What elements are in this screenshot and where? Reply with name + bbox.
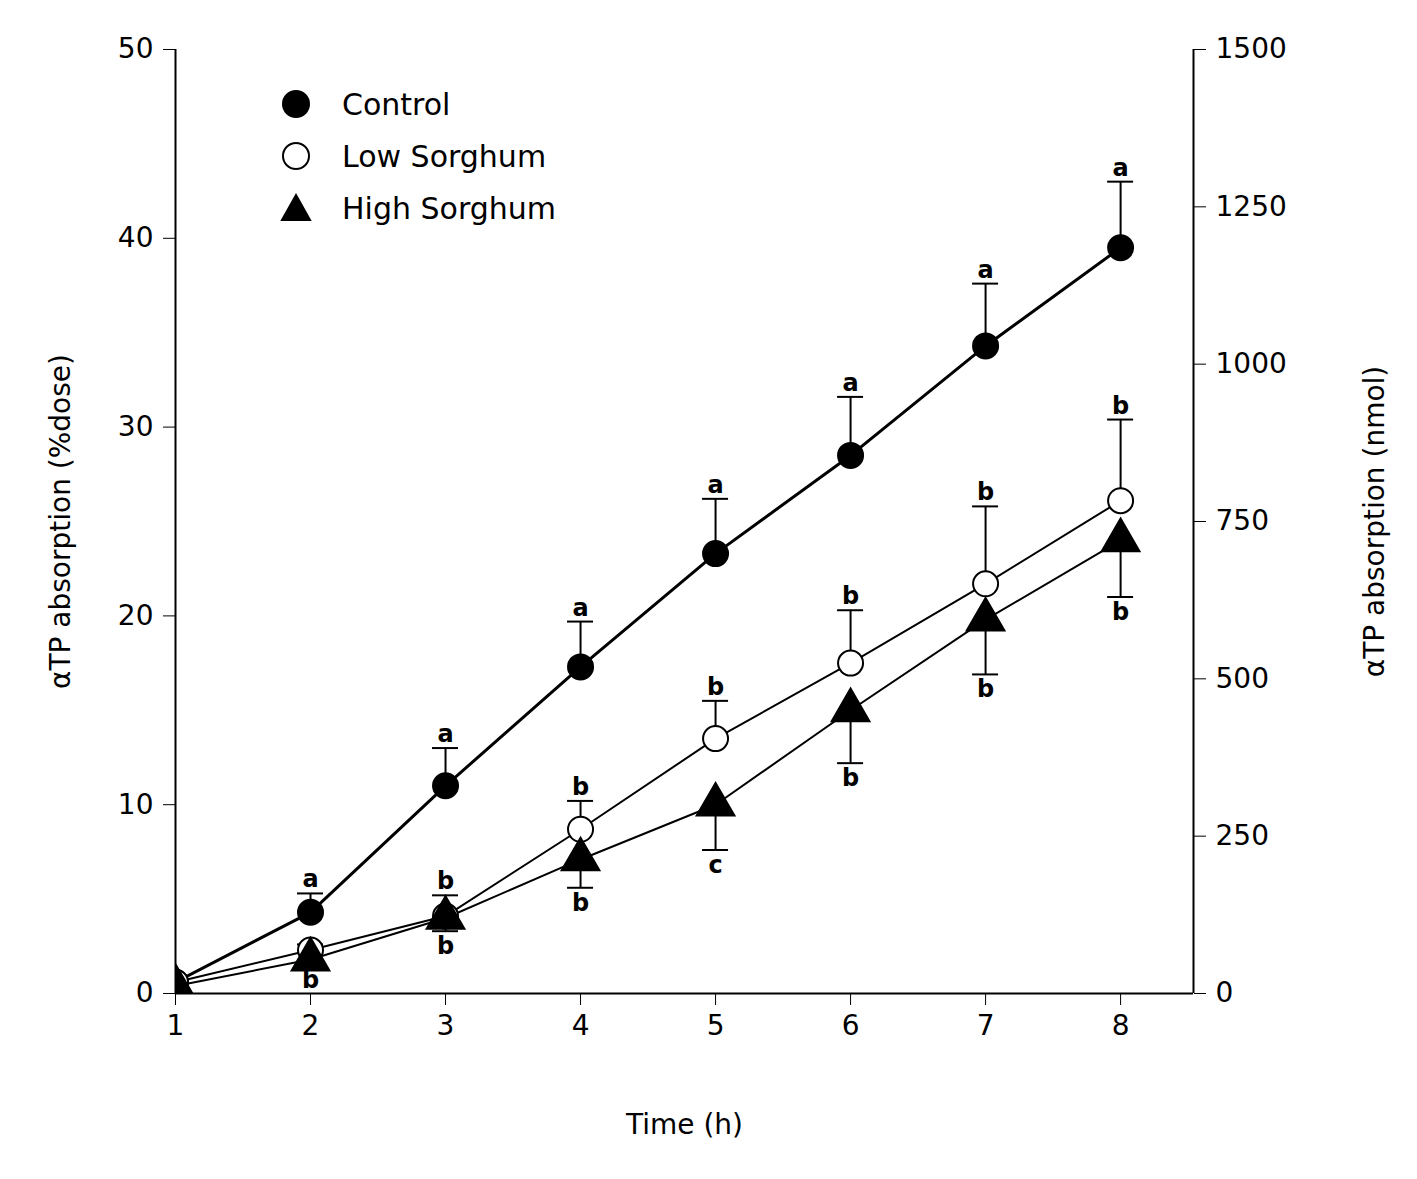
html-text:Control: Control: [342, 86, 451, 122]
svg-text:a: a: [977, 256, 993, 284]
svg-text:b: b: [572, 889, 589, 917]
svg-text:a: a: [842, 369, 858, 397]
svg-text:b: b: [302, 966, 319, 994]
svg-text:1500: 1500: [1216, 32, 1287, 65]
svg-text:αTP absorption (nmol): αTP absorption (nmol): [1358, 366, 1391, 678]
svg-text:a: a: [437, 720, 453, 748]
svg-text:b: b: [842, 582, 859, 610]
svg-text:0: 0: [136, 976, 154, 1009]
svg-text:7: 7: [977, 1009, 995, 1042]
svg-text:b: b: [1112, 598, 1129, 626]
svg-text:1250: 1250: [1216, 190, 1287, 223]
svg-text:b: b: [842, 764, 859, 792]
svg-text:b: b: [437, 867, 454, 895]
svg-text:40: 40: [118, 221, 154, 254]
svg-text:b: b: [977, 478, 994, 506]
svg-text:b: b: [437, 932, 454, 960]
svg-text:a: a: [707, 471, 723, 499]
svg-text:500: 500: [1216, 662, 1269, 695]
svg-text:a: a: [572, 594, 588, 622]
svg-text:1: 1: [167, 1009, 185, 1042]
svg-text:250: 250: [1216, 819, 1269, 852]
svg-text:3: 3: [437, 1009, 455, 1042]
svg-text:Time (h): Time (h): [625, 1108, 743, 1141]
svg-text:50: 50: [118, 32, 154, 65]
svg-text:5: 5: [707, 1009, 725, 1042]
html-text:Low Sorghum: Low Sorghum: [342, 138, 547, 174]
svg-text:b: b: [1112, 392, 1129, 420]
svg-text:1000: 1000: [1216, 347, 1287, 380]
svg-text:30: 30: [118, 410, 154, 443]
svg-text:10: 10: [118, 788, 154, 821]
svg-text:2: 2: [302, 1009, 320, 1042]
svg-text:b: b: [572, 773, 589, 801]
svg-text:a: a: [302, 865, 318, 893]
svg-text:c: c: [708, 851, 722, 879]
svg-text:b: b: [707, 673, 724, 701]
svg-text:a: a: [1112, 154, 1128, 182]
svg-text:8: 8: [1112, 1009, 1130, 1042]
svg-text:0: 0: [1216, 976, 1234, 1009]
svg-text:αTP absorption (%dose): αTP absorption (%dose): [44, 354, 77, 689]
svg-text:b: b: [977, 675, 994, 703]
svg-text:750: 750: [1216, 504, 1269, 537]
svg-text:6: 6: [842, 1009, 860, 1042]
html-text:High Sorghum: High Sorghum: [342, 190, 556, 226]
svg-text:4: 4: [572, 1009, 590, 1042]
svg-text:20: 20: [118, 599, 154, 632]
